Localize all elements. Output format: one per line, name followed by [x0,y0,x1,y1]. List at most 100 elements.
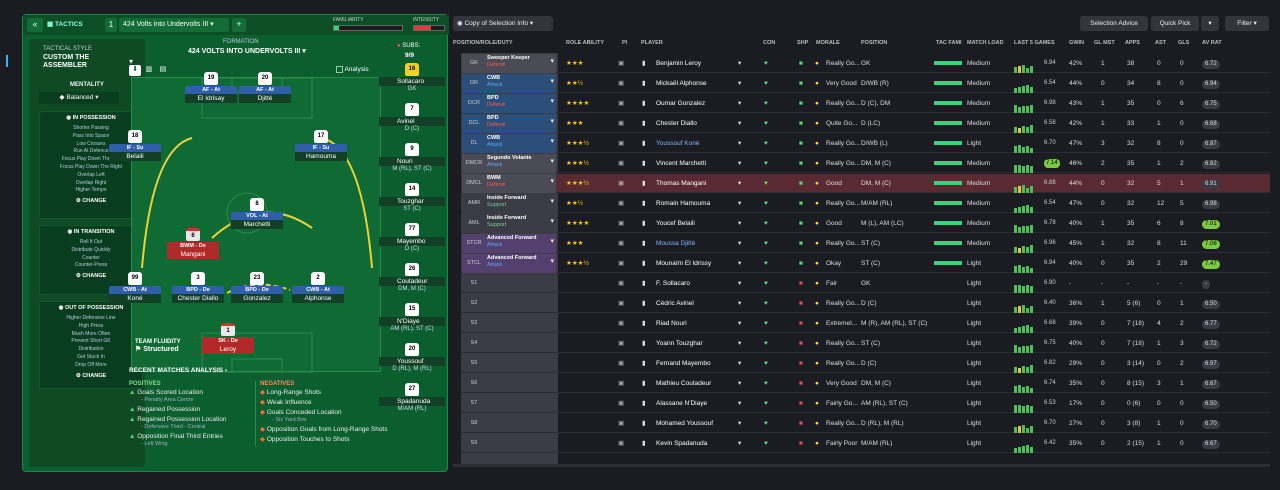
bar-chart-icon[interactable]: ▥ [145,66,153,73]
pitch-player[interactable]: 8 VOL - At Marchetti [231,198,283,229]
position-slot[interactable]: S5 [470,360,478,366]
chevron-down-icon[interactable]: ▾ [738,260,742,267]
table-row[interactable]: ★★★½ ▣ ▮ Youssouf Koné ▾ ♥ ■ ● Really Go... D/WB … [461,134,1270,153]
player-name[interactable]: Alassane N'Diaye [656,400,708,407]
chevron-down-icon[interactable]: ▾ [738,120,742,127]
position-slot[interactable]: AML [462,214,486,233]
table-row[interactable]: ▣ ▮ Mathieu Coutadeur ▾ ♥ ■ ● Very Good DM, M (C… [461,374,1270,393]
table-scrollbar[interactable] [453,464,1270,467]
player-name[interactable]: Fernand Mayembo [656,360,711,367]
table-row[interactable]: ▣ ▮ F. Sollacaro ▾ ♥ ■ ● Fair GK Light 6.90 - - - - - - [461,274,1270,293]
in-transition-change-button[interactable]: ⚙ CHANGE [75,273,107,280]
column-header[interactable]: GWIN [1069,40,1084,46]
instructions-icon[interactable]: ⬇ [129,65,141,76]
position-slot[interactable]: DCL [462,114,486,133]
chevron-down-icon[interactable]: ▾ [550,58,554,65]
player-name[interactable]: Mickaël Alphonse [656,80,707,87]
column-header[interactable]: AST [1155,40,1166,46]
in-possession-change-button[interactable]: ⚙ CHANGE [75,198,107,205]
pitch-player[interactable]: 2 CWB - At Alphonse [292,272,344,303]
sub-player[interactable]: 14 Touzghar ST (C) [379,183,445,212]
player-name[interactable]: Cédric Avinel [656,300,694,307]
pitch-player[interactable]: 19 AF - At El Idrisay [185,72,237,103]
table-row[interactable]: ★★★ ▣ ▮ Benjamin Leroy ▾ ♥ ■ ● Really Go... GK Med… [461,54,1270,73]
column-header[interactable]: GLS [1178,40,1190,46]
tactic-name-dropdown[interactable]: 424 Volts into Undervolts III ▾ [119,18,229,32]
filter-button[interactable]: Filter ▾ [1225,16,1269,31]
table-row[interactable]: ★★★½ ▣ ▮ Mounaïm El Idrissy ▾ ♥ ■ ● Okay ST (C) Li… [461,254,1270,273]
role-duty[interactable]: Advanced Forward Attack ▾ [486,234,556,253]
chevron-down-icon[interactable]: ▾ [738,100,742,107]
table-row[interactable]: ★★★½ ▣ ▮ Thomas Mangani ▾ ♥ ■ ● Good DM, M (C) Med… [461,174,1270,193]
chevron-down-icon[interactable]: ▾ [738,380,742,387]
player-name[interactable]: Thomas Mangani [656,180,707,187]
chevron-down-icon[interactable]: ▾ [738,240,742,247]
chevron-down-icon[interactable]: ▾ [550,98,554,105]
player-name[interactable]: Romain Hamouma [656,200,711,207]
recent-title[interactable]: RECENT MATCHES ANALYSIS › [129,367,227,374]
player-name[interactable]: Yoann Touzghar [656,340,703,347]
table-row[interactable]: ▣ ▮ Cédric Avinel ▾ ♥ ■ ● Really Go... D (C) Ligh… [461,294,1270,313]
column-header[interactable]: CON [763,40,776,46]
table-row[interactable]: ▣ ▮ Fernand Mayembo ▾ ♥ ■ ● Really Go... D (C) Li… [461,354,1270,373]
table-row[interactable]: ★★½ ▣ ▮ Mickaël Alphonse ▾ ♥ ■ ● Very Good D/WB (… [461,74,1270,93]
player-name[interactable]: Mounaïm El Idrissy [656,260,712,267]
table-row[interactable]: ▣ ▮ Alassane N'Diaye ▾ ♥ ■ ● Fairly Go... AM (RL… [461,394,1270,413]
sub-player[interactable]: 15 N'Diaye AM (RL), ST (C) [379,303,445,332]
chevron-down-icon[interactable]: ▾ [738,440,742,447]
pitch-player[interactable]: 3 BPD - De Chester Diallo [172,272,224,303]
player-name[interactable]: Mathieu Coutadeur [656,380,712,387]
position-slot[interactable]: STCL [462,254,486,273]
chevron-down-icon[interactable]: ▾ [738,400,742,407]
chevron-down-icon[interactable]: ▾ [738,300,742,307]
formation-name-dropdown[interactable]: 424 VOLTS INTO UNDERVOLTS III ▾ [188,48,306,55]
column-header[interactable]: AV RAT [1202,40,1222,46]
column-header[interactable]: PI [622,40,628,46]
position-slot[interactable]: DL [462,134,486,153]
column-header[interactable]: POSITION [861,40,888,46]
position-slot[interactable]: DCR [462,94,486,113]
back-button[interactable]: « [27,18,43,32]
pitch-player[interactable]: 20 AF - At Djitté [239,72,291,103]
chevron-down-icon[interactable]: ▾ [550,218,554,225]
table-row[interactable]: ★★★ ▣ ▮ Moussa Djitté ▾ ♥ ■ ● Really Go... ST (C)… [461,234,1270,253]
sub-player[interactable]: 16 Sollacaro GK [379,63,445,92]
player-name[interactable]: Oumar Gonzalez [656,100,706,107]
chevron-down-icon[interactable]: ▾ [738,220,742,227]
table-row[interactable]: ▣ ▮ Mohamed Youssouf ▾ ♥ ■ ● Really Go... D (RL)… [461,414,1270,433]
quick-pick-button[interactable]: Quick Pick [1151,16,1199,31]
column-header[interactable]: APPS [1125,40,1140,46]
sub-player[interactable]: 27 Spadanuda M/AM (RL) [379,383,445,412]
quick-pick-menu-button[interactable]: ▾ [1201,16,1219,31]
player-name[interactable]: Riad Nouri [656,320,687,327]
out-of-possession-change-button[interactable]: ⚙ CHANGE [75,372,107,379]
table-row[interactable]: ★★★½ ▣ ▮ Vincent Marchetti ▾ ♥ ■ ● Really Go... D… [461,154,1270,173]
pitch-player[interactable]: 17 IF - Su Hamouma [295,130,347,161]
role-duty[interactable]: Sweeper Keeper Defend ▾ [486,54,556,73]
column-header[interactable]: MATCH LOAD [967,40,1004,46]
column-header[interactable]: LAST 5 GAMES [1014,40,1055,46]
chevron-down-icon[interactable]: ▾ [738,200,742,207]
role-duty[interactable]: CWB Attack ▾ [486,134,556,153]
chevron-down-icon[interactable]: ▾ [738,280,742,287]
player-name[interactable]: Chester Diallo [656,120,697,127]
player-name[interactable]: F. Sollacaro [656,280,690,287]
column-header[interactable]: PLAYER [641,40,663,46]
role-duty[interactable]: Inside Forward Support ▾ [486,214,556,233]
chevron-down-icon[interactable]: ▾ [738,320,742,327]
pitch-player[interactable]: 99 CWB - At Koné [109,272,161,303]
chevron-down-icon[interactable]: ▾ [738,160,742,167]
style-name[interactable]: CUSTOM THE ASSEMBLER [43,54,90,69]
table-row[interactable]: ▣ ▮ Yoann Touzghar ▾ ♥ ■ ● Really Go... ST (C) Li… [461,334,1270,353]
role-duty[interactable]: BWM Defend ▾ [486,174,556,193]
analysis-toggle[interactable]: Analysis [336,66,369,73]
add-tactic-button[interactable]: + [232,18,246,32]
position-slot[interactable]: DMCL [462,174,486,193]
chevron-down-icon[interactable]: ▾ [550,78,554,85]
table-row[interactable]: ★★½ ▣ ▮ Romain Hamouma ▾ ♥ ■ ● Really Go... M/AM … [461,194,1270,213]
chevron-down-icon[interactable]: ▾ [550,158,554,165]
sub-player[interactable]: 20 Youssouf D (RL), M (RL) [379,343,445,372]
role-duty[interactable]: Inside Forward Support ▾ [486,194,556,213]
role-duty[interactable]: Advanced Forward Attack ▾ [486,254,556,273]
clipboard-icon[interactable]: ▤ [159,66,167,73]
